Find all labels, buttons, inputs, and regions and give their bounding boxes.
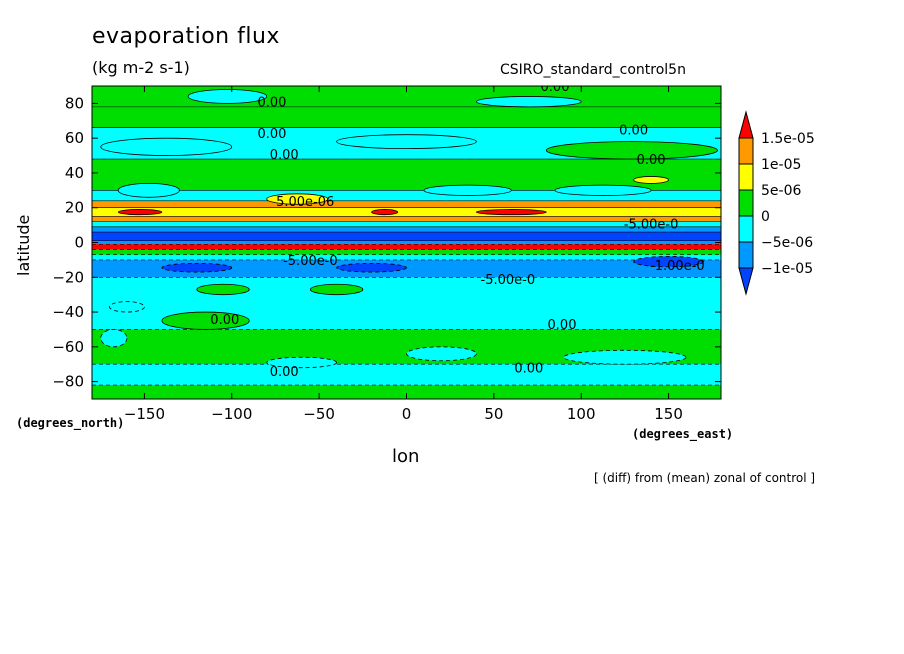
x-tick-label: −50 [303, 405, 335, 423]
zonal-band [92, 221, 721, 227]
contour-label: -5.00e-0 [624, 217, 679, 232]
colorbar-label: 1.5e-05 [761, 131, 815, 147]
zonal-band [92, 207, 721, 217]
y-axis-label: latitude [14, 214, 33, 276]
contour-patch [266, 193, 329, 205]
dataset-label: CSIRO_standard_control5n [500, 62, 686, 78]
contour-label: 0.00 [210, 313, 239, 328]
y-tick-label: −60 [52, 338, 84, 356]
contour-patch [423, 184, 512, 196]
x-axis-units: (degrees_east) [632, 427, 734, 441]
contour-label: 0.00 [270, 148, 299, 163]
y-tick-label: 40 [65, 164, 84, 182]
colorbar-box [738, 189, 754, 217]
zonal-band [92, 159, 721, 191]
plot-frame [91, 85, 722, 400]
contour-patch [633, 176, 669, 184]
zonal-band [92, 200, 721, 208]
x-tick-label: 100 [567, 405, 596, 423]
contour-label: 0.00 [541, 80, 570, 95]
y-tick-label: 60 [65, 129, 84, 147]
contour-patch [633, 256, 704, 268]
x-tick-label: 0 [402, 405, 412, 423]
contour-patch [336, 262, 407, 273]
zonal-band [92, 244, 721, 250]
contour-label: 0.00 [270, 365, 299, 380]
contour-patch [475, 209, 547, 216]
zonal-band [92, 277, 721, 330]
contour-label: 0.00 [637, 153, 666, 168]
y-tick-label: 20 [65, 199, 84, 217]
contour-label: 0.00 [257, 127, 286, 142]
x-tick-label: −100 [211, 405, 252, 423]
colorbar-label: −5e-06 [761, 235, 813, 251]
contour-patch [310, 283, 364, 296]
colorbar-box [738, 137, 754, 165]
zonal-band [92, 86, 721, 107]
colorbar-top-triangle [738, 110, 754, 139]
contour-patch [545, 141, 718, 160]
y-tick-label: −40 [52, 303, 84, 321]
zonal-band [92, 259, 721, 278]
colorbar-box [738, 215, 754, 243]
contour-patch [100, 137, 233, 156]
chart-title: evaporation flux [92, 24, 280, 49]
x-axis-label: lon [392, 446, 420, 467]
zonal-band [92, 385, 721, 399]
zonal-band [92, 364, 721, 386]
zonal-band [92, 127, 721, 160]
contour-label: -5.00e-0 [481, 273, 536, 288]
colorbar-box [738, 163, 754, 191]
footnote: [ (diff) from (mean) zonal of control ] [594, 471, 816, 485]
contour-label: 5.00e-06 [276, 195, 334, 210]
contour-patch [109, 301, 145, 313]
zonal-band [92, 226, 721, 233]
contour-label: 0.00 [619, 123, 648, 138]
contour-patch [336, 134, 477, 149]
contour-patch [187, 89, 268, 104]
chart-units: (kg m-2 s-1) [92, 58, 190, 77]
colorbar-bottom-triangle [738, 267, 754, 296]
y-tick-label: −80 [52, 373, 84, 391]
contour-label: 0.00 [514, 362, 543, 377]
plot-background [92, 86, 721, 399]
zonal-band [92, 106, 721, 128]
contour-patch [100, 329, 128, 348]
contour-patch [554, 184, 652, 196]
zonal-band [92, 249, 721, 255]
zonal-band [92, 254, 721, 260]
contour-patch [371, 209, 399, 216]
contour-patch [266, 356, 338, 369]
y-tick-label: −20 [52, 268, 84, 286]
x-tick-label: 150 [654, 405, 683, 423]
colorbar-box [738, 241, 754, 269]
colorbar-label: 0 [761, 209, 770, 225]
contour-patch [161, 311, 250, 330]
zonal-band [92, 190, 721, 201]
zonal-band [92, 216, 721, 222]
colorbar-label: −1e-05 [761, 261, 813, 277]
contour-label: 0.00 [257, 96, 286, 111]
y-axis-units: (degrees_north) [16, 416, 125, 430]
contour-patch [563, 349, 687, 365]
zonal-band [92, 240, 721, 245]
colorbar-label: 1e-05 [761, 157, 801, 173]
x-tick-label: −150 [124, 405, 165, 423]
y-tick-label: 80 [65, 94, 84, 112]
contour-label: -1.00e-0 [650, 259, 705, 274]
y-tick-label: 0 [74, 234, 84, 252]
contour-patch [117, 182, 180, 198]
contour-patch [117, 209, 163, 216]
contour-patch [196, 283, 250, 296]
contour-patch [475, 96, 582, 108]
contour-label: -5.00e-0 [283, 254, 338, 269]
contour-patch [161, 262, 233, 273]
contour-patch [406, 346, 477, 362]
contour-label: 0.00 [548, 318, 577, 333]
x-tick-label: 50 [484, 405, 503, 423]
zonal-band [92, 329, 721, 365]
colorbar-label: 5e-06 [761, 183, 801, 199]
zonal-band [92, 232, 721, 241]
